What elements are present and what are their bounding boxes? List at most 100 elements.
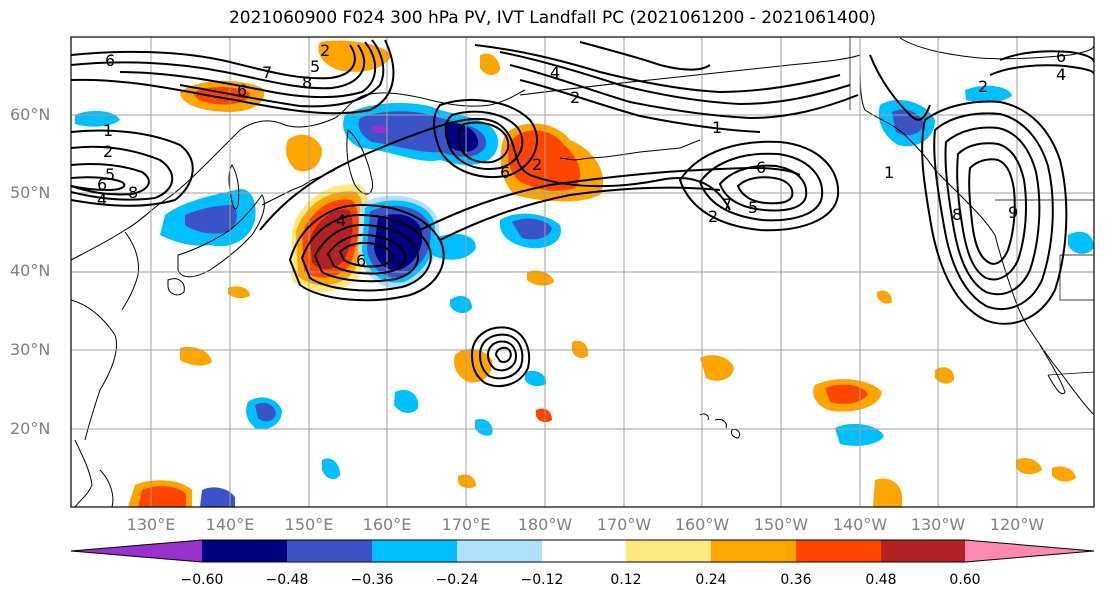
lat-label-50n: 50°N	[10, 183, 51, 202]
lon-label-180w: 180°W	[517, 515, 573, 534]
negative-anomaly-subtropic-6	[322, 458, 340, 480]
positive-anomaly-bering-red	[508, 130, 581, 191]
contour-label-d6: 6	[356, 251, 366, 270]
negative-anomaly-subtropic-5	[475, 418, 493, 436]
colorbar-tick-5: −0.12	[520, 572, 564, 588]
lat-label-60n: 60°N	[10, 105, 51, 124]
contour-label-w6: 6	[97, 175, 107, 194]
positive-anomaly-east-5	[572, 340, 589, 358]
contour-alaska-1	[474, 44, 841, 94]
contour-north-4	[179, 39, 385, 108]
contour-cutoff-2	[478, 333, 524, 380]
coastline-hawaii	[699, 413, 741, 439]
contour-dipole-5	[338, 241, 394, 268]
contour-ridge-2	[419, 166, 801, 231]
contour-label-n7: 7	[262, 63, 272, 82]
positive-anomaly-east-2	[1016, 458, 1042, 475]
colorbar-seg-3	[372, 540, 457, 562]
lon-label-170w: 170°W	[596, 515, 652, 534]
colorbar-extend-low	[71, 540, 202, 562]
positive-anomaly-east-6	[180, 346, 212, 366]
colorbar-tick-1: −0.60	[180, 572, 224, 588]
contour-label-w2: 2	[103, 142, 113, 161]
contour-label-c7: 7	[722, 195, 732, 214]
coastline-philippines	[74, 439, 114, 507]
negative-anomaly-west-pacific	[75, 110, 120, 127]
map-frame	[70, 36, 1095, 508]
contour-label-na4: 4	[1056, 65, 1066, 84]
lon-label-160w: 160°W	[674, 515, 730, 534]
contour-north-5	[71, 39, 395, 115]
lon-label-140e: 140°E	[205, 515, 255, 534]
contour-label-n6: 6	[237, 81, 247, 100]
colorbar-seg-4	[457, 540, 542, 562]
positive-anomaly-chukchi	[480, 53, 500, 76]
lon-label-130e: 130°E	[126, 515, 176, 534]
contour-label-na9: 9	[1008, 203, 1018, 222]
contour-ridge-3	[439, 186, 721, 241]
coastline-japan	[177, 194, 265, 278]
lon-label-170e: 170°E	[441, 515, 491, 534]
colorbar-seg-9	[881, 540, 965, 562]
negative-anomaly-subtropic-3	[394, 389, 419, 414]
contour-label-w1: 1	[103, 121, 113, 140]
contour-na-5	[968, 158, 1016, 265]
contour-label-na1: 1	[884, 163, 894, 182]
contour-na-6	[999, 50, 1094, 63]
lon-label-160e: 160°E	[362, 515, 412, 534]
positive-anomaly-subtropic-3-red	[825, 384, 868, 404]
colorbar-tick-7: 0.24	[695, 572, 727, 588]
colorbar-seg-2	[287, 540, 372, 562]
colorbar-seg-8	[796, 540, 881, 562]
lon-label-150e: 150°E	[284, 515, 334, 534]
border-states-1	[1059, 254, 1094, 301]
positive-anomaly-east-1	[873, 478, 902, 507]
contour-na-4	[956, 142, 1027, 281]
contour-central-4	[736, 176, 794, 205]
contour-cutoff-3	[486, 340, 517, 372]
lat-label-40n: 40°N	[10, 261, 51, 280]
coastline-na-west	[994, 234, 1094, 416]
negative-anomaly-subtropic-1-blue	[255, 402, 276, 422]
contour-label-n2: 2	[320, 41, 330, 60]
coastline-aleutians	[559, 139, 701, 161]
contour-cutoff-4	[494, 346, 512, 363]
colorbar	[70, 539, 1095, 563]
lon-label-140w: 140°W	[832, 515, 888, 534]
positive-anomaly-sakhalin	[286, 134, 322, 172]
map-title: 2021060900 F024 300 hPa PV, IVT Landfall…	[228, 8, 876, 28]
colorbar-tick-8: 0.36	[780, 572, 812, 588]
map-panel: 1 2 4 5 6 8 2 5 6 7 8 6 2 4 1 2 6 7 5 6 …	[71, 37, 1094, 507]
contour-dipole-3	[313, 223, 419, 283]
negative-anomaly-canada-coast	[1068, 231, 1094, 254]
contour-west-1	[71, 129, 194, 207]
contour-central-1	[678, 140, 840, 232]
contour-label-d4: 4	[336, 211, 346, 230]
negative-anomaly-subtropic-4	[450, 295, 472, 314]
contour-alaska-3	[509, 64, 859, 120]
coastline-korea	[121, 231, 139, 311]
contour-label-a2: 2	[570, 88, 580, 107]
negative-anomaly-east	[430, 233, 476, 260]
colorbar-seg-7	[711, 540, 796, 562]
contour-west-2	[71, 145, 174, 201]
contour-na-1	[921, 100, 1068, 325]
coastline-asia	[71, 94, 366, 261]
positive-anomaly-east-7	[527, 270, 554, 286]
contour-label-c1: 2	[708, 207, 718, 226]
positive-anomaly-philippine-red	[138, 486, 186, 507]
contour-label-n8: 8	[302, 73, 312, 92]
lon-label-130w: 130°W	[910, 515, 966, 534]
colorbar-tick-2: −0.48	[265, 572, 309, 588]
coastline-china	[71, 299, 117, 441]
positive-anomaly-east-10	[458, 474, 476, 489]
colorbar-seg-6	[626, 540, 711, 562]
lat-label-20n: 20°N	[10, 419, 51, 438]
negative-anomaly-philippine	[200, 487, 235, 507]
contour-label-a1: 1	[712, 118, 722, 137]
border-us-mexico	[1047, 371, 1094, 376]
contour-na-8	[869, 54, 931, 121]
contour-label-na8: 8	[952, 205, 962, 224]
pv-contours	[71, 39, 1094, 387]
